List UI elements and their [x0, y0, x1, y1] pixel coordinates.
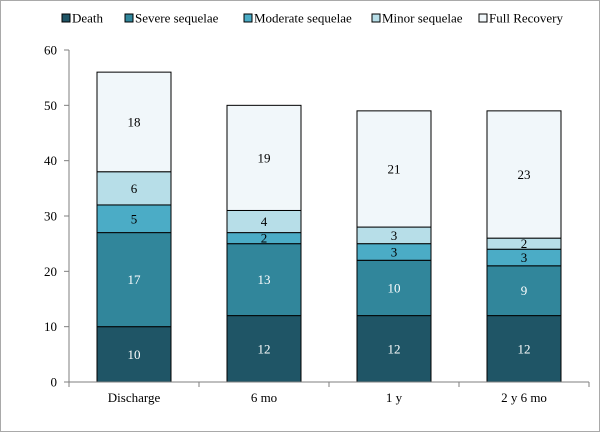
- data-label: 3: [391, 228, 398, 243]
- legend-label: Death: [72, 11, 104, 26]
- y-tick-label: 20: [44, 264, 57, 279]
- data-label: 2: [521, 236, 528, 251]
- data-label: 12: [518, 341, 531, 356]
- data-label: 10: [388, 280, 401, 295]
- data-label: 3: [391, 244, 398, 259]
- legend-swatch: [61, 13, 71, 23]
- bar-segment-death: [96, 326, 172, 383]
- data-label: 4: [261, 214, 268, 229]
- bar-segment-death: [356, 315, 432, 383]
- data-label: 19: [258, 150, 271, 165]
- data-label: 12: [388, 341, 401, 356]
- data-label: 13: [258, 272, 271, 287]
- legend-swatch: [243, 13, 253, 23]
- data-label: 3: [521, 250, 528, 265]
- bar-segment-severe-sequelae: [96, 232, 172, 328]
- bar-segment-death: [486, 315, 562, 383]
- y-tick-label: 0: [51, 375, 58, 390]
- y-tick-label: 30: [44, 209, 57, 224]
- y-tick-label: 10: [44, 319, 57, 334]
- x-tick-label: 6 mo: [251, 390, 277, 405]
- y-tick-label: 60: [44, 43, 57, 58]
- legend-item-moderate-sequelae: Moderate sequelae: [243, 11, 352, 26]
- data-label: 2: [261, 231, 268, 246]
- x-axis: Discharge 6 mo 1 y 2 y 6 mo: [68, 381, 590, 405]
- data-label: 9: [521, 283, 528, 298]
- legend-label: Full Recovery: [489, 11, 564, 26]
- y-tick-label: 50: [44, 98, 57, 113]
- y-tick-label: 40: [44, 153, 57, 168]
- legend-label: Moderate sequelae: [254, 11, 352, 26]
- data-label: 18: [128, 114, 141, 129]
- x-tick-label: Discharge: [108, 390, 161, 405]
- x-tick-label: 1 y: [386, 390, 403, 405]
- legend-item-minor-sequelae: Minor sequelae: [371, 11, 463, 26]
- data-label: 6: [131, 181, 138, 196]
- data-label: 21: [388, 161, 401, 176]
- data-label: 12: [258, 341, 271, 356]
- data-label: 17: [128, 272, 142, 287]
- y-axis: 0 10 20 30 40 50 60: [44, 43, 70, 390]
- data-label: 23: [518, 167, 531, 182]
- legend-label: Minor sequelae: [382, 11, 463, 26]
- legend-swatch: [371, 13, 381, 23]
- legend-label: Severe sequelae: [135, 11, 219, 26]
- legend-swatch: [124, 13, 134, 23]
- x-tick-label: 2 y 6 mo: [501, 390, 547, 405]
- bar-stack-2-y-6-mo: 12 9 32 23: [486, 110, 562, 383]
- bar-segment-severe-sequelae: [356, 259, 432, 317]
- bar-segment-full-recovery: [486, 110, 562, 239]
- bar-segment-severe-sequelae: [486, 265, 562, 317]
- bar-segment-full-recovery: [356, 110, 432, 228]
- bar-segment-moderate-sequelae: [96, 204, 172, 234]
- data-label: 10: [128, 347, 141, 362]
- data-label: 5: [131, 211, 138, 226]
- bar-stack-1-y: 12 10 33 21: [356, 110, 432, 383]
- legend-item-full-recovery: Full Recovery: [478, 11, 564, 26]
- legend-swatch: [478, 13, 488, 23]
- bar-stack-discharge: 10 17 5 6 18: [96, 71, 172, 383]
- legend-item-severe-sequelae: Severe sequelae: [124, 11, 219, 26]
- bar-segment-full-recovery: [226, 104, 302, 211]
- legend-item-death: Death: [61, 11, 104, 26]
- bar-stack-6-mo: 12 13 2 4 19: [226, 104, 302, 383]
- bar-segment-full-recovery: [96, 71, 172, 173]
- legend: Death Severe sequelae Moderate sequelae Min…: [61, 11, 564, 26]
